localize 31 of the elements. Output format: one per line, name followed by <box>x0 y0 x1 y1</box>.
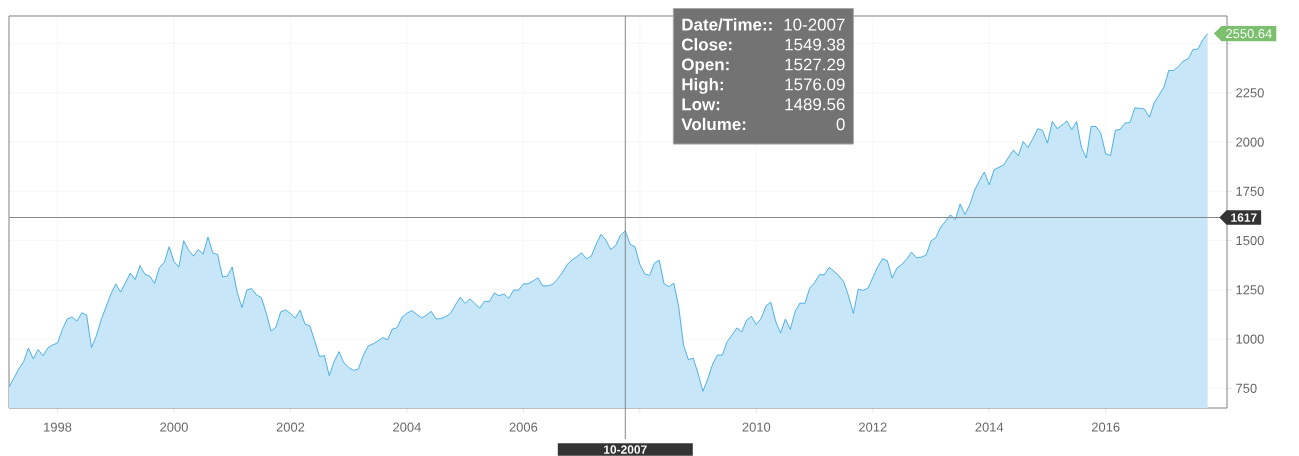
annotation: 1489.56 <box>785 98 845 111</box>
x-tick-label: 2000 <box>160 422 188 432</box>
y-tick-label: 1500 <box>1236 235 1264 246</box>
x-tick-label: 2002 <box>276 422 305 432</box>
x-tick-label: 1998 <box>44 422 72 432</box>
annotation: 2550.64 <box>1226 29 1272 39</box>
y-tick-label: 750 <box>1236 383 1257 393</box>
x-tick-label: 2010 <box>742 422 771 432</box>
x-tick-label: 2014 <box>975 422 1004 432</box>
x-tick-label: 2016 <box>1091 422 1120 432</box>
annotation: Low: <box>682 98 720 111</box>
annotation: Close: <box>682 38 732 51</box>
y-tick-label: 2250 <box>1236 88 1264 98</box>
annotation: 10-2007 <box>784 18 845 31</box>
annotation: Date/Time:: <box>682 18 772 31</box>
x-tick-label: 2012 <box>859 422 887 432</box>
x-tick-label: 2006 <box>509 422 538 432</box>
y-tick-label: 1000 <box>1236 334 1264 344</box>
annotation: 1549.38 <box>785 38 845 51</box>
annotation: Open: <box>682 58 729 74</box>
annotation: 0 <box>836 118 845 131</box>
y-tick-label: 1250 <box>1236 285 1264 295</box>
y-tick-label: 1750 <box>1236 186 1264 196</box>
annotation: 1576.09 <box>785 78 845 91</box>
annotation: 1527.29 <box>785 58 845 71</box>
y-tick-label: 2000 <box>1236 137 1264 147</box>
x-tick-label: 2004 <box>393 422 421 432</box>
annotation: Volume: <box>681 117 746 131</box>
annotation: High: <box>682 77 723 94</box>
ref-line-label: 1617 <box>1231 213 1257 222</box>
ref-line-label: 10-2007 <box>604 445 647 454</box>
